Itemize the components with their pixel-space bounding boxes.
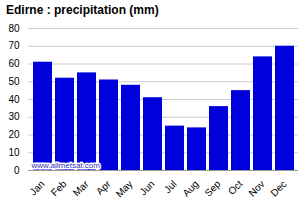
svg-text:www.allmetsat.com: www.allmetsat.com bbox=[31, 161, 101, 170]
svg-text:Mar: Mar bbox=[71, 178, 91, 198]
svg-text:Feb: Feb bbox=[49, 178, 69, 198]
svg-text:80: 80 bbox=[8, 23, 20, 34]
svg-text:10: 10 bbox=[8, 147, 20, 158]
svg-text:Jul: Jul bbox=[162, 178, 179, 195]
svg-text:0: 0 bbox=[14, 165, 20, 176]
svg-text:30: 30 bbox=[8, 111, 20, 122]
svg-text:Jan: Jan bbox=[27, 178, 46, 197]
svg-text:40: 40 bbox=[8, 94, 20, 105]
svg-text:70: 70 bbox=[8, 40, 20, 51]
svg-text:50: 50 bbox=[8, 76, 20, 87]
html-text:Edirne : precipitation (mm): Edirne : precipitation (mm) bbox=[6, 3, 159, 17]
svg-text:Oct: Oct bbox=[226, 178, 245, 197]
svg-text:Dec: Dec bbox=[268, 178, 288, 198]
svg-text:Nov: Nov bbox=[246, 178, 266, 198]
svg-text:May: May bbox=[114, 178, 135, 199]
svg-text:60: 60 bbox=[8, 58, 20, 69]
svg-text:Apr: Apr bbox=[94, 178, 113, 197]
svg-text:Jun: Jun bbox=[137, 178, 156, 197]
svg-text:Sep: Sep bbox=[202, 178, 223, 199]
svg-text:Aug: Aug bbox=[180, 178, 200, 198]
svg-text:20: 20 bbox=[8, 129, 20, 140]
